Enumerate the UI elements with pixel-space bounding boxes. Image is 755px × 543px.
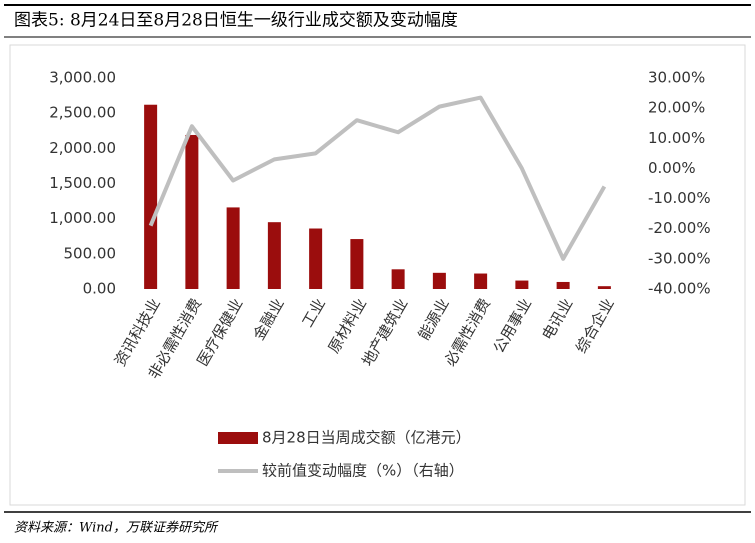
y2-tick-label: 30.00% [648,69,705,87]
y-tick-label: 1,500.00 [49,174,116,192]
bar [391,269,405,289]
legend-swatch [218,432,258,444]
bar [226,207,240,289]
y2-tick-label: -30.00% [648,249,711,267]
line [148,95,607,261]
bar [556,281,570,289]
x-tick-label: 综合企业 [572,295,618,356]
legend-label: 较前值变动幅度（%）（右轴） [262,462,464,480]
source: 资料来源：Wind，万联证券研究所 [14,520,219,536]
y-tick-label: 0.00 [83,280,116,298]
y2-tick-label: -40.00% [648,280,711,298]
x-tick-label: 公用事业 [490,295,536,356]
chart-frame [9,44,746,506]
y2-tick-label: 10.00% [648,129,705,147]
y2-tick-label: 20.00% [648,99,705,117]
x-tick-label: 能源业 [415,295,453,343]
bar [350,239,364,289]
bar [267,222,281,289]
x-tick-label: 原材料业 [325,295,371,356]
bar [144,104,158,289]
y-tick-label: 3,000.00 [49,69,116,87]
bar [597,286,611,289]
bar [474,273,488,289]
y2-tick-label: -20.00% [648,219,711,237]
bar [185,134,199,289]
y-tick-label: 2,500.00 [49,104,116,122]
y-tick-label: 1,000.00 [49,209,116,227]
y-tick-label: 2,000.00 [49,139,116,157]
y2-tick-label: 0.00% [648,159,696,177]
x-tick-label: 电讯业 [538,295,576,343]
x-tick-label: 金融业 [250,295,288,343]
bar [432,272,446,289]
bar [515,280,529,289]
legend-label: 8月28日当周成交额（亿港元） [262,429,471,447]
y-tick-label: 500.00 [64,244,117,262]
chart-title: 图表5: 8月24日至8月28日恒生一级行业成交额及变动幅度 [14,11,458,31]
bar [309,228,323,289]
x-tick-label: 工业 [298,295,329,330]
y2-tick-label: -10.00% [648,189,711,207]
